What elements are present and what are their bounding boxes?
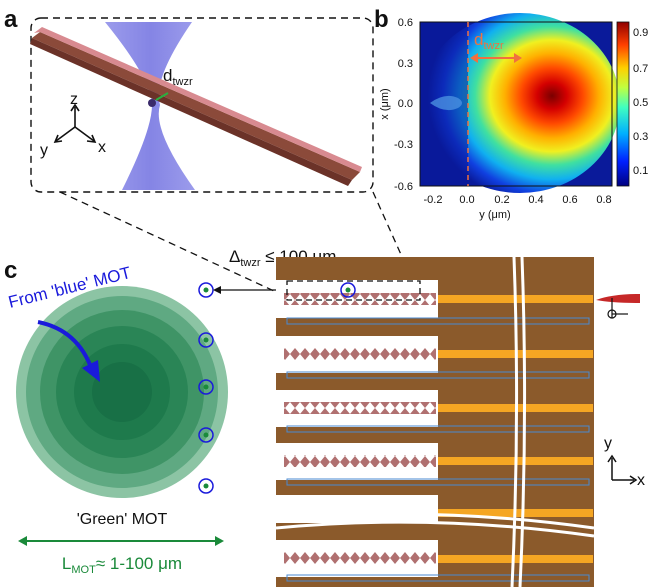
svg-text:0.6: 0.6	[562, 194, 577, 206]
panel-c: c From 'blue' MOT 'Green' MOT LMOT≈ 1-10…	[4, 247, 645, 587]
svg-text:0.0: 0.0	[459, 194, 474, 206]
heatmap-y-ticks: 0.6 0.3 0.0 -0.3 -0.6	[394, 17, 413, 193]
heatmap-x-axis-label: y (μm)	[479, 209, 510, 221]
svg-text:0.6: 0.6	[398, 17, 413, 29]
axis-x-label-c: x	[637, 472, 645, 489]
axis-y-label: y	[40, 142, 48, 159]
panel-a: a dtwzr z y x	[4, 6, 374, 193]
lmot-arrow	[18, 536, 224, 546]
axes-xy-c	[607, 454, 638, 485]
heatmap-lobe	[430, 95, 462, 111]
svg-text:0.8: 0.8	[596, 194, 611, 206]
blue-mot-arrow	[37, 320, 94, 371]
axis-x-label: x	[98, 139, 106, 156]
svg-text:0.7: 0.7	[633, 63, 648, 75]
lmot-label: LMOT≈ 1-100 μm	[62, 554, 182, 576]
green-mot	[16, 286, 228, 498]
svg-text:0.0: 0.0	[398, 98, 413, 110]
d-twzr-marker	[155, 92, 169, 101]
fiber-coupler	[596, 294, 640, 319]
atom-dot	[148, 99, 156, 107]
panel-a-frame	[30, 17, 374, 193]
svg-text:-0.6: -0.6	[394, 181, 413, 193]
heatmap-y-axis-label: x (μm)	[379, 88, 391, 119]
d-twzr-label-a: dtwzr	[163, 66, 193, 88]
panel-b-label: b	[374, 6, 389, 33]
colorbar	[616, 21, 630, 187]
svg-text:-0.2: -0.2	[424, 194, 443, 206]
chip-inset-box	[286, 280, 421, 301]
waveguide	[30, 27, 362, 186]
axis-y-label-c: y	[604, 435, 612, 452]
svg-text:-0.3: -0.3	[394, 139, 413, 151]
tweezer-atoms	[198, 282, 214, 494]
colorbar-ticks: 0.9 0.7 0.5 0.3 0.1	[633, 27, 648, 177]
svg-text:0.3: 0.3	[633, 131, 648, 143]
chip-device	[275, 256, 600, 587]
d-twzr-arrow	[470, 53, 522, 63]
svg-text:0.2: 0.2	[494, 194, 509, 206]
svg-text:0.4: 0.4	[528, 194, 543, 206]
svg-text:0.9: 0.9	[633, 27, 648, 39]
svg-text:0.1: 0.1	[633, 165, 648, 177]
green-mot-label: 'Green' MOT	[77, 511, 168, 528]
heatmap-x-ticks: -0.2 0.0 0.2 0.4 0.6 0.8	[424, 194, 612, 206]
panel-a-label: a	[4, 6, 18, 33]
heatmap-frame	[419, 21, 613, 187]
d-twzr-label-b: dtwzr	[474, 30, 504, 52]
panel-b: b dtwzr 0.6 0.3 0.0 -0.3 -0.6 x (μm) -0.…	[374, 6, 648, 221]
axis-z-label: z	[70, 91, 78, 108]
axes-triad-a	[53, 103, 97, 143]
panel-c-label: c	[4, 257, 17, 284]
zoom-line-left	[59, 191, 288, 298]
tweezer-beam	[105, 22, 195, 190]
svg-text:0.3: 0.3	[398, 58, 413, 70]
svg-text:0.5: 0.5	[633, 97, 648, 109]
